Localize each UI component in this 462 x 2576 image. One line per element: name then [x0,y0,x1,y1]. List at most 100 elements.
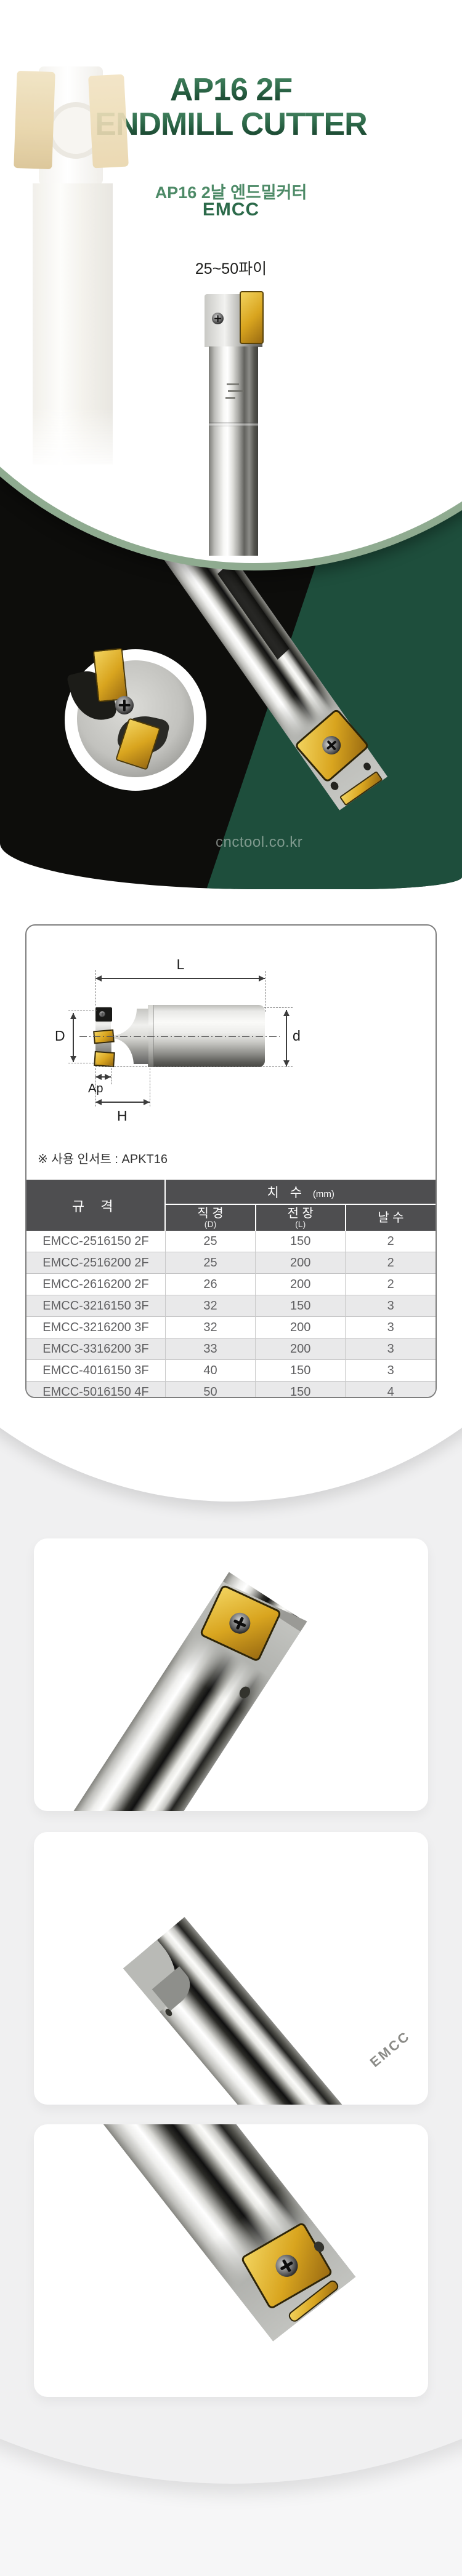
insert-screw [271,2250,302,2281]
dims-unit: (mm) [312,1188,334,1199]
laser-marking [228,390,244,392]
cell-flutes: 3 [345,1295,436,1317]
cell-flutes: 3 [345,1316,436,1338]
cell-diameter: 33 [165,1338,256,1360]
cell-diameter: 40 [165,1359,256,1382]
col-header-dimensions: 치 수 (mm) [165,1180,436,1205]
shank-drawing [148,1005,265,1067]
insert-screw [318,732,345,759]
cell-flutes: 4 [345,1381,436,1397]
extension-line [95,1066,293,1067]
table-row: EMCC-2516150 2F 25 150 2 [26,1231,436,1252]
endmill-photo [123,1917,428,2105]
spec-table: 규 격 치 수 (mm) 직 경 (D) 전 장 (L) 날 수 [26,1180,436,1397]
page-title-line1: AP16 2F [0,73,462,107]
endmill-photo [34,1572,307,1811]
extension-line [264,1007,293,1008]
cell-diameter: 50 [165,1381,256,1397]
col-header-flutes: 날 수 [345,1204,436,1231]
dim-label-d: d [293,1028,301,1044]
cell-flutes: 3 [345,1338,436,1360]
table-row: EMCC-2516200 2F 25 200 2 [26,1252,436,1274]
extension-line [95,1068,96,1106]
cell-spec: EMCC-3216150 3F [26,1295,166,1317]
cell-length: 150 [255,1359,346,1382]
table-row: EMCC-3216150 3F 32 150 3 [26,1295,436,1317]
cutter-shaft [209,346,258,556]
insert-screw [225,1609,254,1638]
cell-diameter: 25 [165,1231,256,1252]
cell-flutes: 2 [387,1234,394,1248]
cell-length: 200 [255,1338,346,1360]
col-header-diameter: 직 경 (D) [165,1204,256,1231]
cell-diameter: 25 [165,1252,256,1274]
ghost-shaft [33,183,113,473]
laser-marking [227,383,239,385]
page-title-line2: ENDMILL CUTTER [0,107,462,142]
cell-flutes: 2 [345,1273,436,1295]
model-code: EMCC [202,199,260,220]
cell-flutes: 3 [345,1359,436,1382]
table-row: EMCC-4016150 3F 40 150 3 [26,1359,436,1382]
cell-spec: EMCC-2516200 2F [26,1252,166,1274]
cell-diameter: 26 [165,1273,256,1295]
laser-marking [225,397,235,399]
col-header-length: 전 장 (L) [255,1204,346,1231]
photo-card-tip-closeup [34,1538,428,1811]
dim-line-Ap [95,1074,111,1080]
spec-box: L D d Ap [25,924,437,1398]
flute-groove [217,562,290,660]
carbide-insert [92,647,128,703]
insert-note: ※ 사용 인서트 : APKT16 [38,1153,168,1166]
cell-diameter: 32 [165,1295,256,1317]
cell-spec: EMCC-3316200 3F [26,1338,166,1360]
dim-line-D [70,1013,76,1062]
table-row: EMCC-3316200 3F 33 200 3 [26,1338,436,1360]
shaft-engraving: EMCC [367,2028,413,2070]
table-row: EMCC-2616200 2F 26 200 2 [26,1273,436,1295]
dim-line-H [95,1099,150,1105]
diameter-range: 25~50파이 [195,260,267,278]
cell-spec: EMCC-3216200 3F [26,1316,166,1338]
cell-length: 200 [255,1316,346,1338]
screw [99,1011,105,1017]
table-row: EMCC-5016150 4F 50 150 4 [26,1381,436,1397]
cell-length: 150 [255,1381,346,1397]
ghost-insert-left [14,70,55,170]
carbide-insert [240,291,264,344]
cell-length: 200 [255,1252,346,1274]
center-line [79,1036,280,1037]
photo-card-tip-closeup-2 [34,2124,428,2397]
page-subtitle: AP16 2날 엔드밀커터 [155,183,307,202]
insert-drawing [94,1050,115,1068]
dimension-diagram: L D d Ap [26,926,436,1180]
ghost-insert-right [88,74,129,169]
cell-flutes: 2 [345,1252,436,1274]
shaft-collar [209,422,258,426]
col-header-spec: 규 격 [26,1180,166,1231]
dim-label-H: H [117,1108,128,1124]
dim-line-d [283,1010,290,1066]
insert-screw [212,313,224,324]
cell-length: 200 [255,1273,346,1295]
watermark: cnctool.co.kr [216,834,303,850]
cell-spec: EMCC-2516150 2F [26,1231,166,1252]
dim-label-D: D [55,1028,65,1044]
photo-card-empty-pocket: EMCC [34,1832,428,2105]
table-row: EMCC-3216200 3F 32 200 3 [26,1316,436,1338]
dim-label-Ap: Ap [88,1082,103,1095]
cell-spec: EMCC-4016150 3F [26,1359,166,1382]
gallery-section: EMCC [0,1390,462,2576]
cell-length: 150 [255,1295,346,1317]
cell-diameter: 32 [165,1316,256,1338]
cell-length: 150 [255,1231,346,1252]
dim-line-L [95,975,265,982]
cell-spec: EMCC-2616200 2F [26,1273,166,1295]
endmill-photo-vertical [205,291,264,556]
ghost-endmill-photo [14,66,129,473]
dim-label-L: L [176,956,185,972]
cutter-face-inset-photo [65,647,206,791]
cell-spec: EMCC-5016150 4F [26,1381,166,1397]
endmill-photo [34,2124,356,2342]
